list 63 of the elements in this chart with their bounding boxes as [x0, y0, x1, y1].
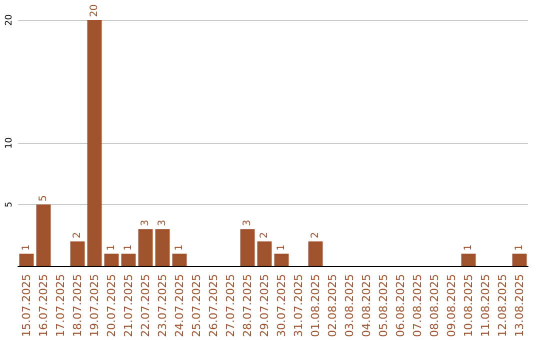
data-label: 3	[157, 220, 168, 226]
data-label: 1	[106, 244, 117, 251]
x-tick-label: 17.07.2025	[54, 274, 67, 338]
x-tick-label: 04.08.2025	[360, 274, 373, 338]
bar	[121, 254, 136, 266]
data-label: 1	[514, 244, 525, 251]
bar	[240, 229, 255, 266]
data-label: 2	[72, 232, 83, 238]
x-tick-label: 15.07.2025	[20, 274, 33, 338]
x-tick-label: 29.07.2025	[258, 274, 271, 338]
x-tick-label: 11.08.2025	[479, 274, 492, 338]
x-tick-label: 25.07.2025	[190, 274, 203, 338]
x-tick-label: 27.07.2025	[224, 274, 237, 338]
data-label: 1	[21, 244, 32, 251]
data-label: 2	[259, 232, 270, 238]
x-tick-label: 22.07.2025	[139, 274, 152, 338]
data-label: 2	[310, 232, 321, 238]
bar	[274, 254, 289, 266]
x-tick-label: 26.07.2025	[207, 274, 220, 338]
bar	[87, 20, 102, 266]
x-tick-label: 28.07.2025	[241, 274, 254, 338]
x-tick-label: 23.07.2025	[156, 274, 169, 338]
data-label: 1	[463, 244, 474, 251]
data-label: 1	[174, 244, 185, 251]
data-label: 20	[89, 4, 100, 17]
x-tick-label: 30.07.2025	[275, 274, 288, 338]
x-tick-label: 07.08.2025	[411, 274, 424, 338]
x-tick-label: 03.08.2025	[343, 274, 356, 338]
x-tick-label: 05.08.2025	[377, 274, 390, 338]
x-tick-label: 10.08.2025	[462, 274, 475, 338]
y-tick-label: 20	[4, 14, 14, 26]
x-tick-label: 09.08.2025	[445, 274, 458, 338]
data-label: 1	[276, 244, 287, 251]
x-tick-label: 21.07.2025	[122, 274, 135, 338]
x-tick-label: 18.07.2025	[71, 274, 84, 338]
x-tick-label: 13.08.2025	[513, 274, 526, 338]
x-tick-label: 16.07.2025	[37, 274, 50, 338]
x-tick-label: 19.07.2025	[88, 274, 101, 338]
x-tick-label: 20.07.2025	[105, 274, 118, 338]
x-tick-label: 31.07.2025	[292, 274, 305, 338]
y-tick-label: 10	[4, 137, 14, 149]
bar	[70, 241, 85, 266]
bar	[308, 241, 323, 266]
data-label: 1	[123, 244, 134, 251]
bar	[461, 254, 476, 266]
x-tick-label: 24.07.2025	[173, 274, 186, 338]
x-tick-label: 12.08.2025	[496, 274, 509, 338]
bar	[155, 229, 170, 266]
x-tick-label: 08.08.2025	[428, 274, 441, 338]
bar	[36, 204, 51, 266]
bar	[257, 241, 272, 266]
data-label: 5	[38, 195, 49, 202]
x-tick-label: 01.08.2025	[309, 274, 322, 338]
bar	[172, 254, 187, 266]
bar	[104, 254, 119, 266]
data-label: 3	[242, 220, 253, 226]
bar	[19, 254, 34, 266]
bar	[512, 254, 527, 266]
bar	[138, 229, 153, 266]
data-label: 3	[140, 220, 151, 226]
x-tick-label: 02.08.2025	[326, 274, 339, 338]
x-tick-label: 06.08.2025	[394, 274, 407, 338]
y-tick-label: 5	[4, 202, 14, 208]
